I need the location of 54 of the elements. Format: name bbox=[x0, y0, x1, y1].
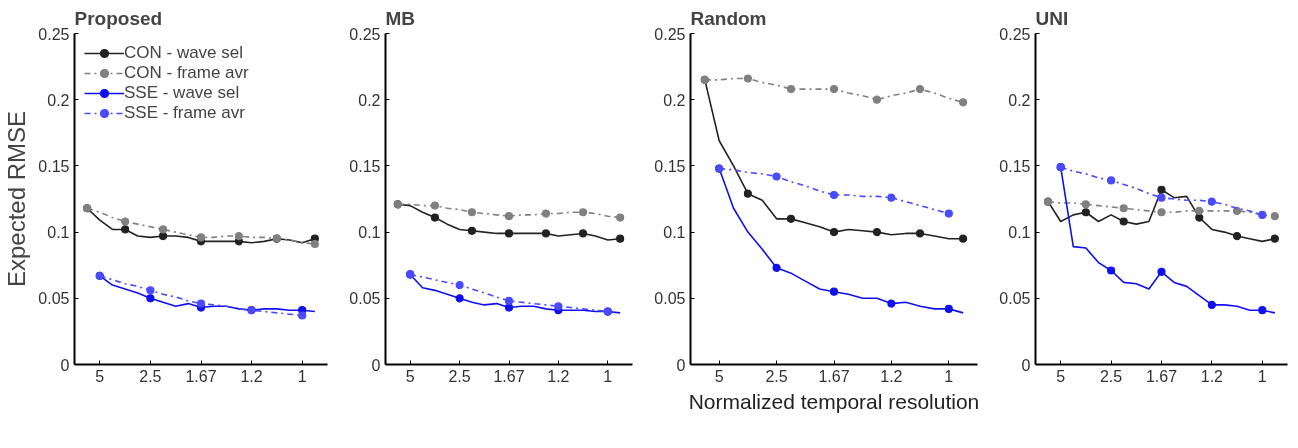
x-tick-label: 5 bbox=[95, 367, 105, 385]
x-tick-label: 1.2 bbox=[240, 367, 263, 385]
y-tick-label: 0.05 bbox=[38, 290, 70, 308]
x-tick-label: 1 bbox=[1257, 367, 1267, 385]
x-tick-label: 5 bbox=[714, 367, 724, 385]
x-tick-label: 5 bbox=[405, 367, 415, 385]
y-tick-label: 0.05 bbox=[349, 290, 381, 308]
y-tick-label: 0.2 bbox=[1008, 91, 1031, 109]
y-tick-label: 0.25 bbox=[349, 25, 381, 43]
x-tick-label: 2.5 bbox=[1099, 367, 1123, 385]
y-tick-label: 0.05 bbox=[654, 290, 686, 308]
x-tick-label: 1.2 bbox=[547, 367, 570, 385]
x-tick-label: 1.67 bbox=[493, 367, 525, 385]
y-tick-label: 0.2 bbox=[47, 91, 70, 109]
y-tick-label: 0 bbox=[1021, 356, 1031, 374]
x-tick-label: 1 bbox=[944, 367, 954, 385]
x-tick-label: 1.67 bbox=[185, 367, 217, 385]
x-tick-label: 1 bbox=[297, 367, 307, 385]
legend-label: SSE - frame avr bbox=[124, 103, 245, 123]
legend-label: CON - frame avr bbox=[124, 63, 249, 83]
chart-title: Proposed bbox=[74, 7, 163, 29]
y-tick-label: 0.05 bbox=[999, 290, 1031, 308]
x-tick-label: 2.5 bbox=[765, 367, 788, 385]
y-tick-label: 0 bbox=[371, 356, 381, 374]
y-tick-label: 0.1 bbox=[358, 224, 381, 242]
y-tick-label: 0.25 bbox=[654, 25, 686, 43]
y-tick-label: 0.2 bbox=[358, 91, 381, 109]
x-tick-label: 1.2 bbox=[880, 367, 903, 385]
y-tick-label: 0.1 bbox=[47, 224, 70, 242]
chart-title: MB bbox=[385, 7, 416, 29]
x-tick-label: 1.2 bbox=[1200, 367, 1224, 385]
y-tick-label: 0.15 bbox=[654, 157, 686, 175]
x-tick-label: 2.5 bbox=[139, 367, 162, 385]
y-tick-label: 0 bbox=[676, 356, 686, 374]
y-tick-label: 0.1 bbox=[1008, 224, 1031, 242]
chart-title: Random bbox=[690, 7, 767, 29]
x-tick-label: 1 bbox=[603, 367, 613, 385]
y-tick-label: 0 bbox=[60, 356, 70, 374]
y-tick-label: 0.15 bbox=[38, 157, 70, 175]
x-tick-label: 1.67 bbox=[818, 367, 850, 385]
x-tick-label: 1.67 bbox=[1145, 367, 1178, 385]
legend-label: CON - wave sel bbox=[124, 43, 244, 63]
legend-label: SSE - wave sel bbox=[124, 83, 240, 103]
y-tick-label: 0.2 bbox=[663, 91, 686, 109]
x-tick-label: 2.5 bbox=[448, 367, 471, 385]
y-tick-label: 0.25 bbox=[999, 25, 1031, 43]
chart-title: UNI bbox=[1035, 7, 1069, 29]
x-tick-label: 5 bbox=[1056, 367, 1066, 385]
y-tick-label: 0.15 bbox=[999, 157, 1031, 175]
y-axis-title: Expected RMSE bbox=[3, 110, 31, 288]
y-tick-label: 0.25 bbox=[38, 25, 70, 43]
y-tick-label: 0.1 bbox=[663, 224, 686, 242]
x-axis-title: Normalized temporal resolution bbox=[688, 389, 980, 413]
y-tick-label: 0.15 bbox=[349, 157, 381, 175]
